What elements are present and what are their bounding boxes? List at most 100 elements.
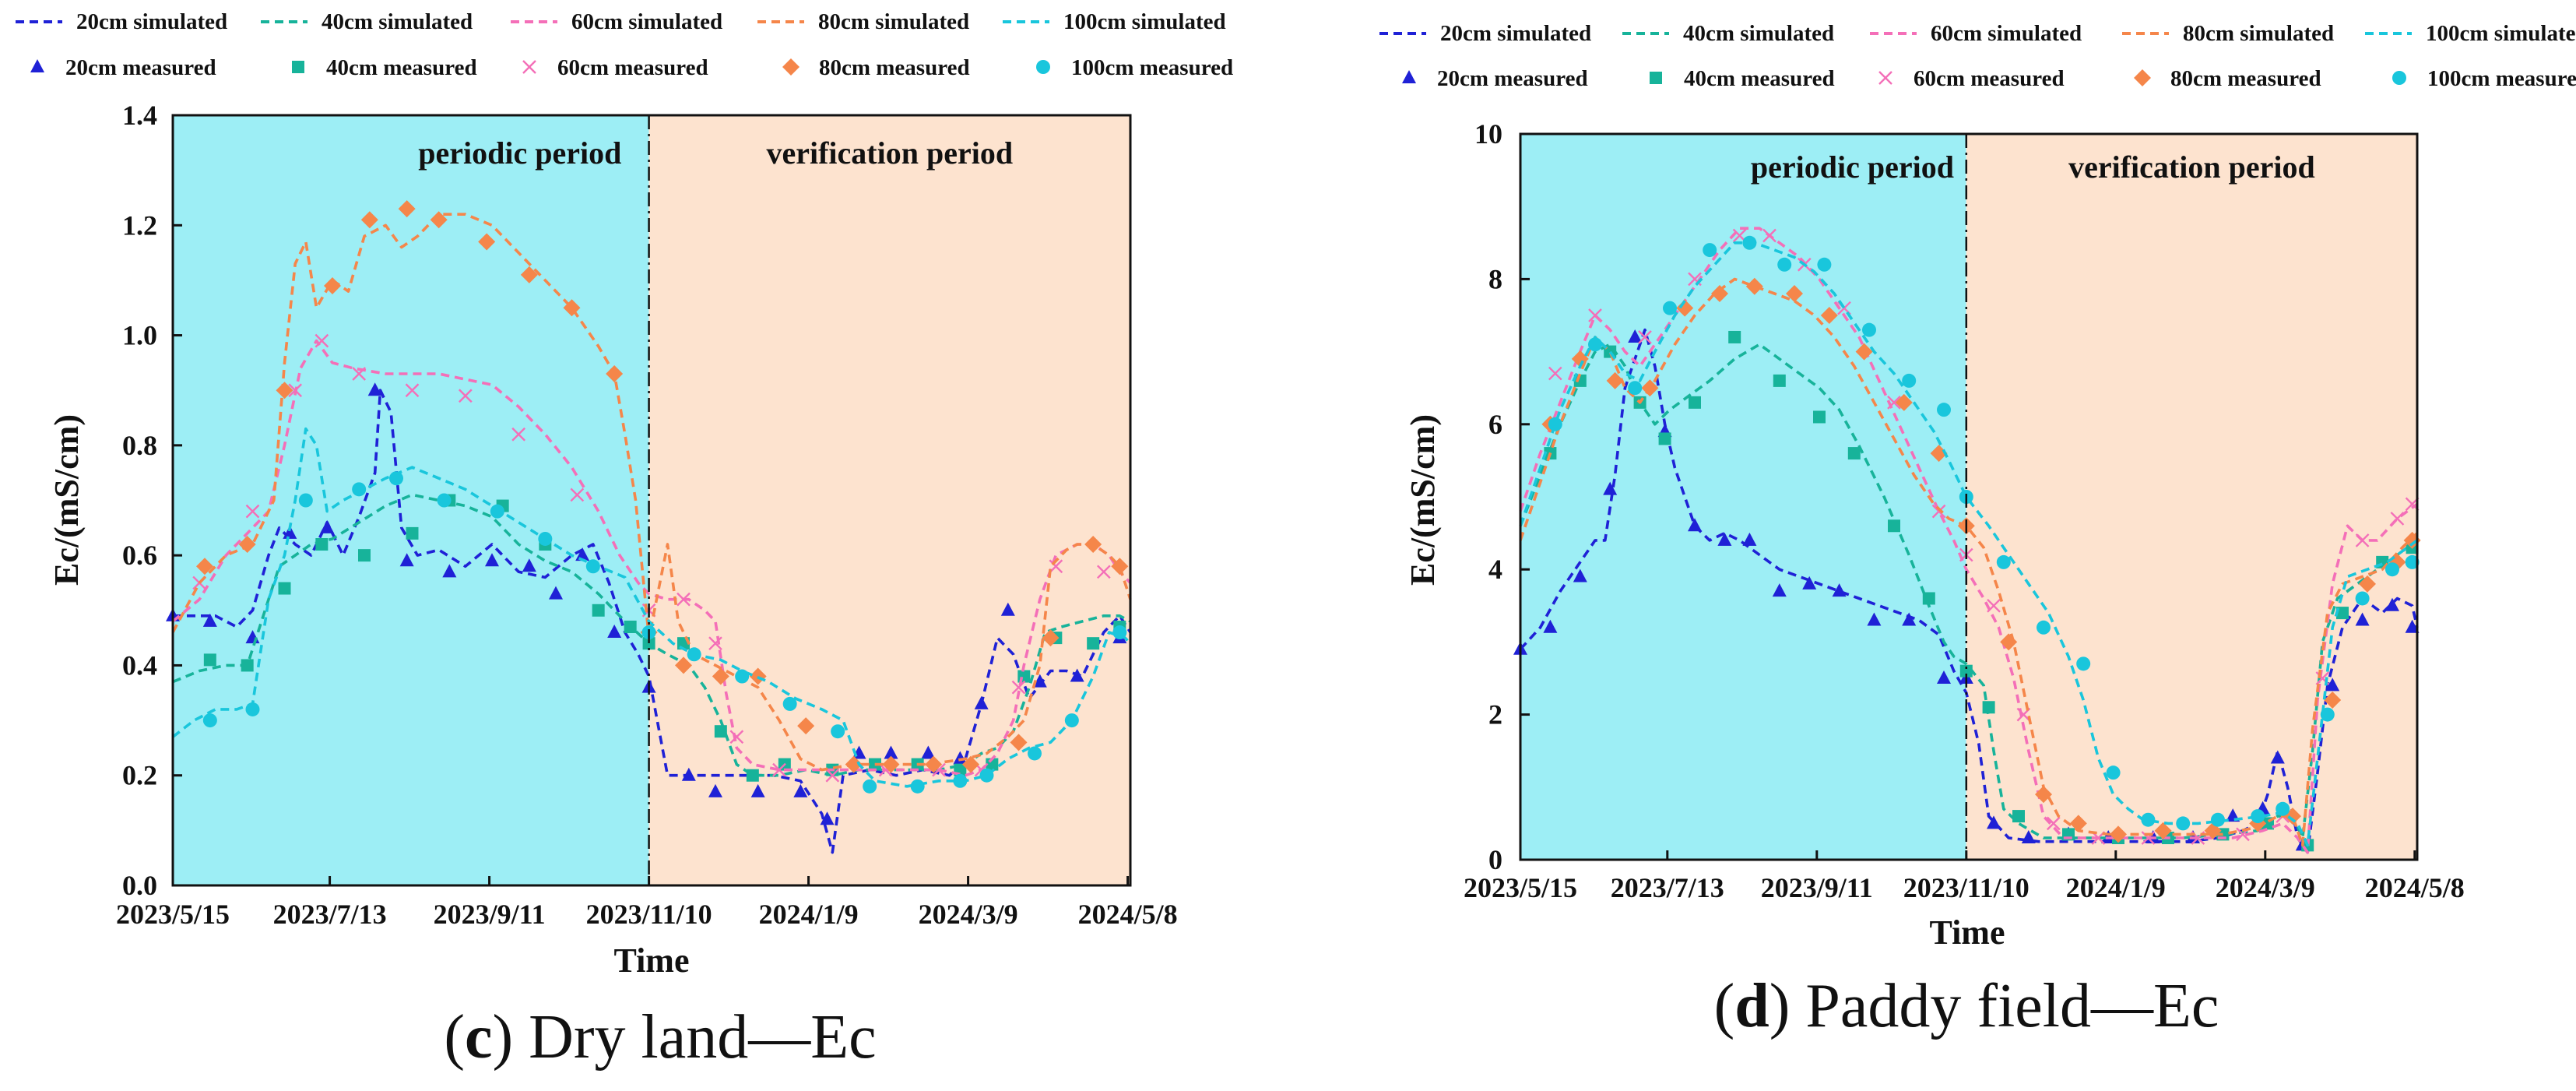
x-tick-label-2: 2023/9/11	[1761, 872, 1873, 903]
series-s60-measured-point-18	[1011, 680, 1026, 695]
series-d60-measured-point-11	[1987, 598, 2001, 613]
series-d80-measured-point-15	[2069, 815, 2087, 832]
series-d60-measured-point-3-stroke-b	[1688, 272, 1702, 287]
series-d60-measured-point-19-stroke-b	[2315, 671, 2330, 685]
series-d20-measured-point-2	[1573, 568, 1587, 582]
series-s60-measured-point-12	[729, 730, 744, 744]
series-d80-measured-point-22	[2359, 575, 2376, 593]
verification-period-label: verification period	[2068, 150, 2315, 185]
series-d60-measured-point-9-stroke-b	[1931, 504, 1946, 519]
series-s80-measured-point-0	[196, 558, 213, 575]
series-d80-measured-point-1	[1571, 350, 1589, 368]
series-s100-measured-point-16	[953, 773, 968, 788]
series-d20-measured-point-27	[2355, 612, 2370, 626]
legend-s100-measured-marker	[1036, 60, 1050, 74]
series-s60-measured-point-3-stroke-b	[315, 333, 329, 348]
series-d60-measured-point-8	[1887, 395, 1901, 410]
series-d60-measured-point-0-stroke-b	[1548, 366, 1562, 381]
series-d100-measured-point-7	[1817, 257, 1832, 272]
series-s60-measured-point-1	[245, 504, 260, 519]
series-s20-measured-point-7	[442, 564, 457, 578]
series-d20-measured-point-4	[1628, 329, 1643, 343]
series-s20-measured-point-21	[921, 745, 936, 759]
x-tick-label-4: 2024/1/9	[759, 899, 859, 930]
periodic-period-label: periodic period	[418, 135, 621, 171]
legend-d80-measured-marker	[2134, 69, 2151, 86]
x-axis-title: Time	[614, 941, 690, 980]
legend-s80-measured-marker	[782, 58, 800, 76]
x-tick-label-3: 2023/11/10	[586, 899, 712, 930]
series-d100-measured-point-17	[2176, 816, 2191, 831]
series-s100-measured-point-5	[437, 493, 452, 508]
series-d60-measured-point-1	[1588, 308, 1602, 322]
series-d80-measured-point-21	[2324, 691, 2342, 709]
series-s20-measured-point-9	[522, 558, 536, 572]
legend-d40-simulated-label: 40cm simulated	[1683, 21, 1834, 46]
series-s80-measured-point-2	[276, 382, 293, 399]
series-d40-measured-point-12	[1959, 664, 1973, 677]
y-tick-label-3: 6	[1488, 409, 1502, 440]
series-s80-measured-point-6	[430, 211, 448, 229]
x-tick-label-1: 2023/7/13	[1611, 872, 1724, 903]
legend-d60-simulated-label: 60cm simulated	[1931, 21, 2082, 46]
plot-frame	[1519, 132, 2419, 861]
series-d80-measured-point-4	[1676, 299, 1694, 317]
legend-s80-measured-label: 80cm measured	[819, 55, 970, 80]
series-d60-simulated-line	[1519, 227, 2419, 854]
series-d60-measured-point-9	[1931, 504, 1946, 519]
series-s60-measured-point-6	[458, 389, 473, 403]
series-s60-measured-point-13	[772, 762, 786, 777]
series-s100-measured-point-13	[831, 724, 845, 739]
series-d80-measured-point-17	[2154, 822, 2172, 839]
series-d80-measured-point-16	[2110, 825, 2127, 843]
series-s40-measured-point-14	[746, 769, 759, 782]
series-s80-measured-point-7	[478, 233, 496, 251]
legend-s40-simulated-label: 40cm simulated	[322, 9, 473, 34]
legend-d80-simulated-label: 80cm simulated	[2183, 21, 2334, 46]
series-d20-measured-point-9	[1772, 583, 1787, 597]
x-tick-label-0: 2023/5/15	[1464, 872, 1577, 903]
series-s60-measured-point-4	[352, 367, 367, 381]
series-s20-measured-point-1	[202, 613, 217, 627]
y-tick-label-0: 0.0	[122, 870, 157, 901]
series-d60-measured-point-5	[1762, 228, 1776, 243]
y-tick-label-4: 0.8	[122, 430, 157, 461]
series-s60-measured-point-8	[570, 487, 585, 502]
series-s40-measured-point-5	[406, 526, 419, 540]
series-s60-measured-point-7	[511, 427, 526, 442]
series-d100-measured-point-2	[1628, 381, 1643, 396]
series-s80-measured-point-19	[962, 755, 979, 773]
series-d20-measured-point-8	[1742, 532, 1757, 546]
legend-s100-measured-label: 100cm measured	[1071, 55, 1233, 80]
series-s40-measured-point-3	[315, 538, 329, 551]
series-s100-measured-point-4	[389, 471, 403, 486]
series-d80-measured-point-9	[1855, 343, 1873, 361]
series-d100-measured-point-24	[2405, 554, 2420, 569]
series-s80-measured-point-22	[1084, 536, 1102, 554]
legend-d60-measured-marker-stroke-b	[1878, 71, 1892, 85]
series-d100-measured-point-9	[1902, 373, 1917, 388]
series-d20-measured-point-13	[1902, 612, 1917, 626]
series-d80-measured-point-11	[1930, 445, 1948, 463]
series-s60-measured-point-19	[1049, 559, 1063, 574]
series-d20-measured-point-7	[1717, 532, 1732, 546]
series-d100-measured-point-13	[2037, 620, 2051, 635]
chart-caption: (d) Paddy field—Ec	[1714, 972, 2219, 1040]
x-tick-label-6: 2024/5/8	[2365, 872, 2465, 903]
legend-s20-simulated-label: 20cm simulated	[76, 9, 227, 34]
series-d20-measured-point-6	[1688, 518, 1702, 532]
legend-s40-measured-label: 40cm measured	[326, 55, 477, 80]
legend-s60-measured-label: 60cm measured	[557, 55, 708, 80]
series-d20-measured-point-29	[2405, 619, 2420, 633]
series-s80-measured-point-10	[606, 365, 624, 383]
caption-open-paren: (	[1714, 972, 1735, 1040]
legend-d60-measured-marker	[1878, 71, 1892, 85]
y-tick-label-5: 10	[1474, 118, 1502, 150]
series-s40-measured-point-13	[714, 725, 727, 738]
series-d60-measured-point-2-stroke-b	[1638, 330, 1652, 344]
legend-s100-simulated-label: 100cm simulated	[1063, 9, 1226, 34]
series-s80-measured-point-5	[398, 200, 416, 218]
series-d100-measured-point-1	[1588, 337, 1602, 352]
verification-period-label: verification period	[766, 135, 1013, 171]
series-s20-measured-point-5	[367, 382, 382, 396]
